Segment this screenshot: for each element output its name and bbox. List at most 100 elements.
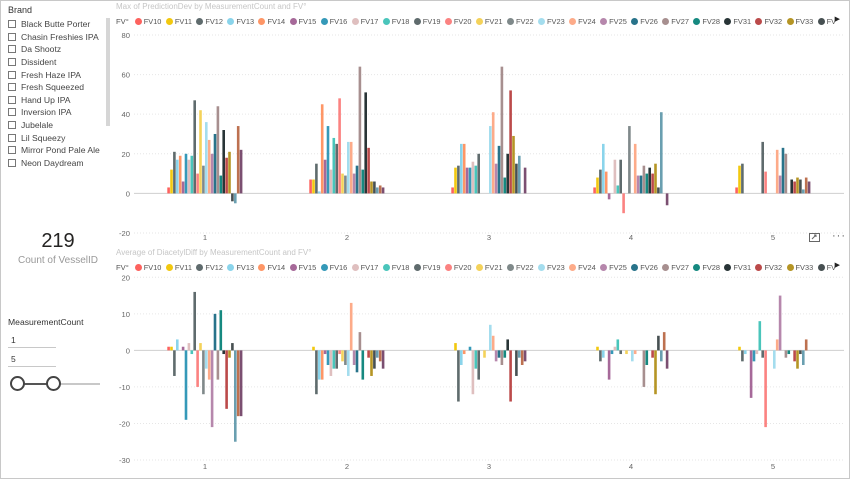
bar[interactable] xyxy=(494,350,498,362)
bar[interactable] xyxy=(474,165,478,194)
bar[interactable] xyxy=(512,135,515,194)
measurement-min-input[interactable]: 1 xyxy=(8,332,56,348)
bar[interactable] xyxy=(335,350,338,369)
legend-item[interactable]: FV26 xyxy=(631,263,658,272)
brand-option[interactable]: Hand Up IPA xyxy=(8,94,104,107)
legend-item[interactable]: FV31 xyxy=(724,263,751,272)
legend-item[interactable]: FV15 xyxy=(289,263,316,272)
legend-item[interactable]: FV25 xyxy=(600,263,627,272)
bar[interactable] xyxy=(489,324,492,351)
bar[interactable] xyxy=(173,350,176,376)
bar[interactable] xyxy=(231,193,234,202)
legend-item[interactable]: FV20 xyxy=(444,263,472,272)
bar[interactable] xyxy=(489,126,492,194)
bar[interactable] xyxy=(320,350,324,380)
bar[interactable] xyxy=(199,343,202,351)
bar[interactable] xyxy=(347,141,350,194)
bar[interactable] xyxy=(326,126,330,194)
bar[interactable] xyxy=(474,350,478,369)
bar[interactable] xyxy=(349,141,353,194)
bar[interactable] xyxy=(231,343,234,351)
bar[interactable] xyxy=(234,350,237,442)
bar[interactable] xyxy=(329,350,333,376)
bar[interactable] xyxy=(202,350,205,395)
measurement-max-input[interactable]: 5 xyxy=(8,351,56,367)
bar[interactable] xyxy=(500,350,504,365)
bar[interactable] xyxy=(602,143,605,194)
slider-low-handle[interactable] xyxy=(10,376,25,391)
bar[interactable] xyxy=(781,147,785,194)
bar[interactable] xyxy=(761,141,764,194)
bar[interactable] xyxy=(312,346,315,351)
bar[interactable] xyxy=(462,350,466,355)
bar[interactable] xyxy=(315,163,318,194)
bar[interactable] xyxy=(236,126,240,194)
bar[interactable] xyxy=(651,350,654,358)
bar[interactable] xyxy=(503,350,507,358)
bar[interactable] xyxy=(213,313,217,351)
bar[interactable] xyxy=(764,350,767,428)
bar[interactable] xyxy=(741,350,744,362)
bar[interactable] xyxy=(515,163,518,194)
bar[interactable] xyxy=(744,350,747,355)
bar[interactable] xyxy=(497,350,501,358)
legend-item[interactable]: FV33 xyxy=(786,263,813,272)
bar[interactable] xyxy=(642,350,646,387)
brand-option[interactable]: Chasin Freshies IPA xyxy=(8,31,104,44)
legend-item[interactable]: FV18 xyxy=(382,17,409,26)
checkbox-icon[interactable] xyxy=(8,158,16,167)
bar[interactable] xyxy=(361,169,365,194)
brand-option[interactable]: Neon Daydream xyxy=(8,157,104,170)
checkbox-icon[interactable] xyxy=(8,32,16,41)
bar[interactable] xyxy=(633,350,637,355)
bar[interactable] xyxy=(370,350,373,376)
bar[interactable] xyxy=(613,159,617,194)
legend-item[interactable]: FV23 xyxy=(538,17,565,26)
bar[interactable] xyxy=(315,350,318,395)
legend-item[interactable]: FV10 xyxy=(134,17,161,26)
bar[interactable] xyxy=(309,179,312,194)
bar[interactable] xyxy=(491,112,495,194)
bar[interactable] xyxy=(778,175,782,194)
bar[interactable] xyxy=(358,332,362,351)
bar[interactable] xyxy=(518,350,521,358)
bar[interactable] xyxy=(207,350,211,380)
legend-item[interactable]: FV14 xyxy=(258,17,285,26)
bar[interactable] xyxy=(471,350,475,395)
bar[interactable] xyxy=(599,350,602,362)
bar[interactable] xyxy=(222,350,225,355)
legend-item[interactable]: FV28 xyxy=(693,17,720,26)
bar[interactable] xyxy=(636,175,640,194)
checkbox-icon[interactable] xyxy=(8,45,16,54)
bar[interactable] xyxy=(178,155,182,194)
checkbox-icon[interactable] xyxy=(8,70,16,79)
bar[interactable] xyxy=(660,112,663,194)
bar[interactable] xyxy=(503,177,507,194)
legend-item[interactable]: FV25 xyxy=(600,17,627,26)
bar[interactable] xyxy=(662,332,666,351)
checkbox-icon[interactable] xyxy=(8,133,16,142)
bar[interactable] xyxy=(523,350,527,362)
bar[interactable] xyxy=(335,143,338,194)
bar[interactable] xyxy=(341,173,344,194)
legend-item[interactable]: FV23 xyxy=(538,263,565,272)
bar[interactable] xyxy=(176,159,179,194)
bar[interactable] xyxy=(318,350,321,380)
bar[interactable] xyxy=(376,350,379,358)
brand-option[interactable]: Mirror Pond Pale Ale xyxy=(8,144,104,157)
bar[interactable] xyxy=(381,350,385,369)
bar[interactable] xyxy=(790,179,793,194)
bar[interactable] xyxy=(494,163,498,194)
bar[interactable] xyxy=(477,350,480,380)
legend-item[interactable]: FV20 xyxy=(444,17,472,26)
bar[interactable] xyxy=(607,193,611,200)
bar[interactable] xyxy=(378,185,382,194)
bar[interactable] xyxy=(616,185,620,194)
bar[interactable] xyxy=(607,350,611,380)
bar[interactable] xyxy=(355,165,359,194)
bar[interactable] xyxy=(787,350,791,355)
bar[interactable] xyxy=(660,350,663,362)
bar[interactable] xyxy=(460,350,463,365)
bar[interactable] xyxy=(219,175,223,194)
legend-item[interactable]: FV22 xyxy=(506,17,534,26)
